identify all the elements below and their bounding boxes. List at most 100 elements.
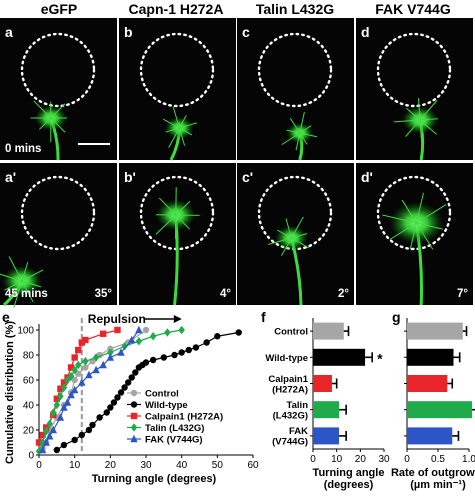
category-label: FAK — [289, 426, 308, 437]
category-label: Control — [274, 327, 308, 338]
data-point — [60, 403, 68, 411]
turning-angle-label: 7° — [457, 288, 468, 300]
panel-letter: e — [2, 309, 10, 325]
filopodium — [405, 119, 421, 137]
stimulus-circle — [257, 32, 333, 108]
data-point — [99, 360, 107, 369]
data-point — [164, 328, 171, 337]
x-tick-label: 0 — [36, 460, 42, 471]
filopodium — [158, 197, 177, 216]
data-point — [130, 434, 138, 443]
turning-angle-bar-chart: f 0 10 20 30 Turning angle(degrees) Control Wil… — [261, 309, 390, 491]
filopodium — [267, 237, 292, 245]
data-point — [35, 447, 43, 456]
bar — [313, 375, 332, 392]
filopodium — [281, 237, 292, 256]
x-tick-label: 10 — [331, 454, 343, 465]
column-header-capn1: Capn-1 H272A — [129, 1, 224, 17]
data-point — [124, 379, 132, 386]
data-point — [142, 359, 150, 366]
y-tick-label: 0 — [28, 451, 34, 462]
filopodium — [155, 214, 177, 235]
filopodium — [21, 261, 29, 282]
data-point — [71, 436, 78, 444]
data-point — [106, 353, 115, 361]
x-axis-label: (degrees) — [324, 479, 374, 491]
stimulus-circle — [376, 32, 452, 108]
x-tick-label: 40 — [176, 460, 188, 471]
data-point — [53, 400, 61, 410]
micrograph-background — [0, 18, 117, 160]
filopodium — [179, 127, 193, 136]
data-point — [39, 431, 46, 439]
data-point — [42, 438, 50, 446]
turning-angle-label: 2° — [338, 288, 349, 300]
data-point — [178, 349, 185, 356]
data-point — [71, 376, 78, 384]
filopodium — [299, 111, 305, 134]
data-point — [49, 425, 57, 434]
data-point — [135, 325, 143, 334]
panel-letter: d — [361, 24, 370, 40]
filopodium — [382, 214, 417, 224]
bar — [407, 427, 453, 445]
filopodium — [175, 214, 190, 230]
bar — [407, 322, 463, 340]
x-tick-label: 30 — [378, 454, 390, 465]
data-point — [85, 426, 93, 434]
data-point — [60, 379, 68, 386]
bar — [313, 401, 340, 419]
filopodium — [0, 273, 23, 282]
filopodium — [38, 117, 52, 130]
column-header-fak: FAK V744G — [375, 1, 451, 17]
data-point — [53, 446, 61, 454]
stimulus-circle — [20, 32, 96, 108]
data-point — [75, 360, 82, 370]
data-point — [107, 348, 114, 357]
filopodium — [419, 118, 438, 121]
turning-angle-label: 35° — [95, 288, 113, 300]
data-point — [89, 421, 96, 429]
data-point — [78, 431, 86, 439]
bar — [407, 348, 454, 366]
data-point — [130, 389, 138, 397]
legend-entry: Wild-type — [145, 400, 188, 411]
filopodium — [409, 222, 417, 250]
filopodium — [163, 118, 180, 129]
filopodium — [416, 222, 443, 230]
data-point — [50, 408, 57, 417]
data-point — [75, 370, 82, 377]
filopodium — [416, 204, 447, 224]
data-point — [121, 384, 128, 391]
panel-letter: a — [5, 24, 13, 40]
data-point — [103, 409, 110, 416]
data-point — [130, 423, 138, 432]
filopodium — [21, 280, 42, 288]
data-point — [57, 392, 64, 401]
data-point — [214, 333, 221, 340]
data-point — [82, 364, 89, 371]
filopodium — [285, 218, 292, 239]
x-tick-label: 60 — [247, 460, 259, 471]
data-point — [149, 356, 157, 364]
data-point — [70, 385, 79, 394]
filopodium — [290, 237, 297, 254]
filopodium — [419, 100, 438, 121]
data-point — [171, 351, 178, 359]
x-tick-label: 0.5 — [431, 454, 445, 465]
filopodium — [168, 127, 180, 148]
y-axis-label: Cumulative distribution (%) — [4, 321, 16, 464]
filopodium — [175, 200, 191, 216]
data-point — [60, 441, 68, 449]
data-point — [185, 346, 192, 354]
x-axis-label: Turning angle (degrees) — [92, 473, 217, 485]
data-point — [100, 330, 107, 337]
data-point — [38, 445, 47, 454]
micrograph-panel: b — [119, 18, 236, 161]
x-axis-label: Turning angle — [313, 467, 385, 479]
micrograph-panel: d — [356, 18, 473, 161]
micrograph-panel: a 0 mins — [0, 18, 117, 161]
micrograph-background — [356, 18, 473, 160]
data-point — [56, 413, 65, 421]
panel-letter: c — [242, 24, 250, 40]
